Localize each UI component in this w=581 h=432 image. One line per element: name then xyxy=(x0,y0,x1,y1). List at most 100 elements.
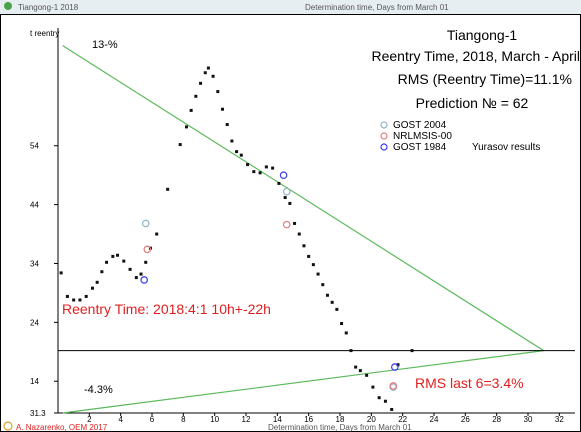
prediction-point xyxy=(134,276,138,280)
prediction-point xyxy=(371,385,375,389)
x-tick-label: 16 xyxy=(304,415,313,424)
comparison-point xyxy=(389,382,398,390)
prediction-point xyxy=(335,307,339,311)
prediction-point xyxy=(111,254,115,258)
prediction-point xyxy=(325,293,329,297)
prediction-point xyxy=(78,298,82,302)
x-tick-label: 2 xyxy=(87,415,92,424)
prediction-point xyxy=(116,253,120,257)
prediction-point xyxy=(410,349,414,353)
x-tick-label: 12 xyxy=(242,415,251,424)
prediction-point xyxy=(199,81,203,85)
prediction-point xyxy=(230,139,234,143)
y-axis-label: t reentry xyxy=(30,29,59,38)
y-tick-label: 14 xyxy=(30,377,39,386)
prediction-point xyxy=(122,259,126,263)
prediction-point xyxy=(283,196,287,200)
top-strip-left-text: Tiangong-1 2018 xyxy=(18,3,79,12)
prediction-point xyxy=(330,300,334,304)
green-dot-icon xyxy=(4,2,12,10)
author-credit: A. Nazarenko, OEM 2017 xyxy=(16,423,108,432)
chart-subtitle: Reentry Time, 2018, March - April xyxy=(371,48,580,64)
prediction-point xyxy=(100,270,104,274)
x-tick-label: 26 xyxy=(461,415,470,424)
x-tick-label: 10 xyxy=(210,415,219,424)
x-tick-label: 8 xyxy=(181,415,186,424)
prediction-point xyxy=(252,170,256,174)
prediction-point xyxy=(258,171,262,175)
prediction-point xyxy=(178,143,182,147)
prediction-point xyxy=(316,272,320,276)
prediction-point xyxy=(246,163,250,167)
prediction-point xyxy=(293,221,297,225)
legend-label: GOST 2004 xyxy=(393,120,447,131)
prediction-point xyxy=(235,150,239,154)
prediction-point xyxy=(221,107,224,111)
prediction-point xyxy=(105,260,109,264)
prediction-point xyxy=(271,166,275,170)
y-tick-label: 44 xyxy=(30,201,39,210)
prediction-point xyxy=(340,322,344,326)
x-tick-label: 28 xyxy=(492,415,501,424)
comparison-point xyxy=(141,219,150,228)
comparison-point xyxy=(391,363,399,371)
prediction-point xyxy=(390,407,394,411)
top-strip-right-text: Determination time, Days from March 01 xyxy=(305,3,449,12)
prediction-point xyxy=(365,373,369,377)
upper-band-label: 13-% xyxy=(92,39,118,51)
prediction-point xyxy=(302,244,306,248)
prediction-point xyxy=(189,108,193,112)
credit-icon xyxy=(3,421,13,431)
prediction-point xyxy=(216,90,220,94)
x-tick-label: 6 xyxy=(150,415,155,424)
x-tick-label: 20 xyxy=(367,415,376,424)
prediction-point xyxy=(297,232,301,236)
top-strip-background xyxy=(0,0,581,14)
prediction-point xyxy=(383,399,387,403)
prediction-point xyxy=(307,254,311,258)
comparison-point xyxy=(282,220,291,229)
prediction-point xyxy=(90,286,94,290)
legend-label: GOST 1984 xyxy=(393,142,447,153)
reentry-time-label: Reentry Time: 2018:4:1 10h+-22h xyxy=(62,301,271,317)
prediction-point xyxy=(194,94,198,98)
x-tick-label: 4 xyxy=(118,415,123,424)
prediction-text: Prediction № = 62 xyxy=(416,95,529,111)
x-tick-label: 32 xyxy=(555,415,564,424)
prediction-point xyxy=(321,283,325,287)
x-tick-label: 30 xyxy=(524,415,533,424)
comparison-point xyxy=(140,276,148,284)
chart-title: Tiangong-1 xyxy=(447,27,518,43)
prediction-point xyxy=(311,263,315,267)
rms-text: RMS (Reentry Time)=11.1% xyxy=(398,71,572,87)
prediction-point xyxy=(354,365,358,369)
prediction-point xyxy=(166,187,170,191)
legend-marker-icon xyxy=(380,132,388,140)
top-strip: Tiangong-1 2018 Determination time, Days… xyxy=(0,0,581,14)
x-tick-group: 2 4 6 8 10 12 14 16 18 20 22 24 26 28 30 32 xyxy=(87,413,564,424)
prediction-point xyxy=(288,201,292,205)
y-tick-label: 54 xyxy=(30,142,39,151)
prediction-point xyxy=(396,363,400,367)
prediction-point xyxy=(72,298,76,302)
y-tick-label: 34 xyxy=(30,259,39,268)
x-tick-label: 22 xyxy=(398,415,407,424)
lower-band-label: -4.3% xyxy=(84,384,113,396)
rms-last-label: RMS last 6=3.4% xyxy=(415,375,524,391)
prediction-point xyxy=(65,294,69,298)
x-tick-label: 18 xyxy=(336,415,345,424)
legend-label: NRLMSIS-00 xyxy=(393,131,452,142)
prediction-point xyxy=(203,71,207,75)
prediction-point xyxy=(211,74,215,78)
y-tick-label: 24 xyxy=(30,318,39,327)
comparison-point xyxy=(143,245,152,254)
x-tick-label: 24 xyxy=(430,415,439,424)
prediction-point xyxy=(95,280,99,284)
prediction-point xyxy=(59,271,63,275)
prediction-point xyxy=(277,181,281,185)
legend-marker-icon xyxy=(380,121,388,129)
x-tick-label: 14 xyxy=(273,415,282,424)
band-lines xyxy=(58,45,575,414)
